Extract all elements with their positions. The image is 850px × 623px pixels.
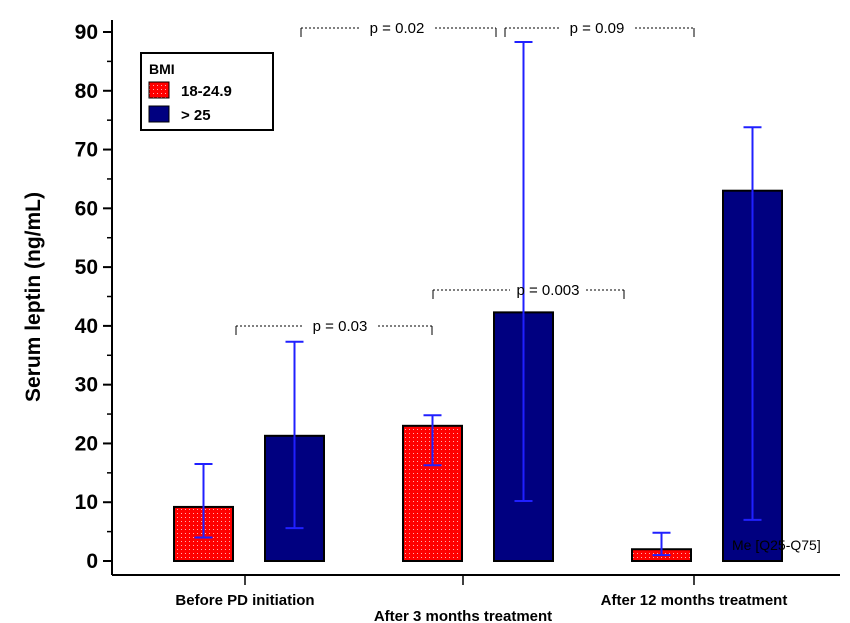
- y-axis: 0 10 20 30 40 50 60 70 80 90: [75, 21, 112, 573]
- y-tick-label-10: 10: [75, 491, 98, 514]
- error-bars: [194, 40, 762, 557]
- statistic-note: Me [Q25-Q75]: [732, 537, 821, 553]
- p-value-label-2: p = 0.02: [370, 20, 425, 37]
- y-tick-label-30: 30: [75, 374, 98, 397]
- y-tick-label-70: 70: [75, 139, 98, 162]
- legend-title: BMI: [149, 61, 175, 77]
- legend-label-normal: 18-24.9: [181, 83, 232, 100]
- category-label-3-months: After 3 months treatment: [374, 608, 552, 623]
- category-label-12-months: After 12 months treatment: [601, 592, 788, 609]
- bars: [173, 189, 783, 563]
- y-tick-label-20: 20: [75, 432, 98, 455]
- p-value-label-1: p = 0.003: [517, 282, 580, 299]
- y-tick-label-80: 80: [75, 80, 98, 103]
- y-tick-label-0: 0: [86, 550, 98, 573]
- y-axis-label: Serum leptin (ng/mL): [22, 192, 45, 402]
- p-value-label-0: p = 0.03: [313, 318, 368, 335]
- legend-label-overweight: > 25: [181, 107, 211, 124]
- legend-swatch-normal: [148, 81, 170, 99]
- y-tick-label-40: 40: [75, 315, 98, 338]
- legend: BMI 18-24.9 > 25: [140, 52, 274, 131]
- y-tick-label-50: 50: [75, 256, 98, 279]
- p-value-label-3: p = 0.09: [570, 20, 625, 37]
- significance-brackets: p = 0.03 p = 0.003 p = 0.02 p = 0.09: [235, 20, 695, 335]
- category-label-before-pd: Before PD initiation: [175, 592, 314, 609]
- axes: [111, 20, 840, 585]
- y-tick-label-90: 90: [75, 21, 98, 44]
- y-tick-label-60: 60: [75, 197, 98, 220]
- legend-swatch-overweight: [148, 105, 170, 123]
